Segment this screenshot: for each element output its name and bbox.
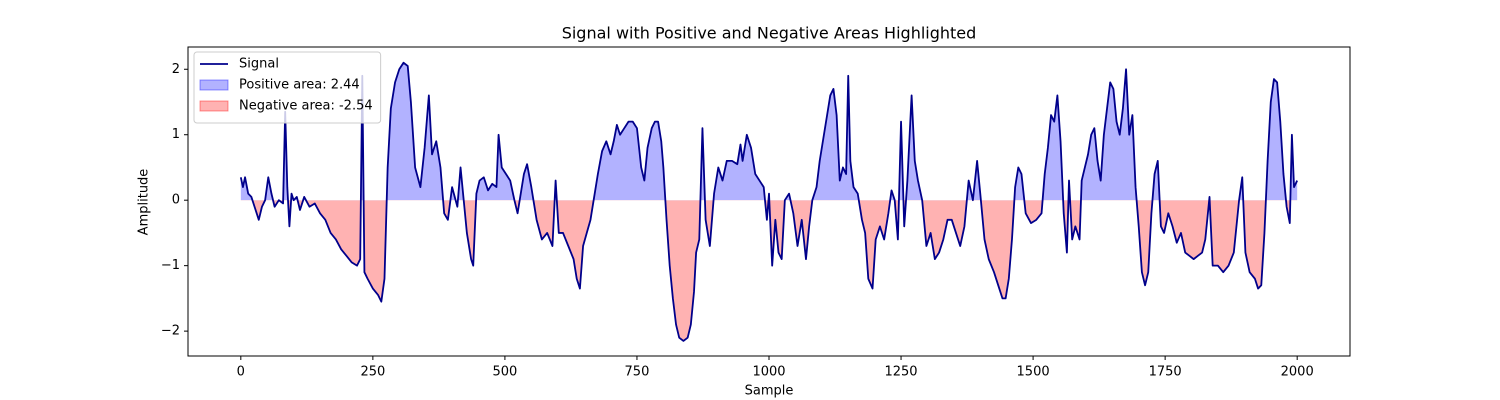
x-tick-label: 0: [237, 365, 245, 380]
y-tick-label: −1: [161, 258, 180, 273]
y-tick-label: 0: [172, 193, 180, 208]
legend: [193, 51, 382, 124]
x-tick-label: 1000: [752, 365, 785, 380]
x-tick-label: 500: [492, 365, 517, 380]
signal-line: [239, 61, 1298, 342]
y-tick-label: 2: [172, 62, 180, 77]
x-tick-label: 1750: [1149, 365, 1182, 380]
negative-area: [240, 200, 1298, 341]
x-tick-label: 2000: [1281, 365, 1314, 380]
y-axis-label: Amplitude: [137, 169, 152, 236]
y-tick-label: 1: [172, 127, 180, 142]
x-tick-label: 1250: [884, 365, 917, 380]
x-tick-label: 1500: [1017, 365, 1050, 380]
legend-label: Positive area: 2.44: [239, 78, 360, 93]
y-tick-label: −2: [161, 324, 180, 339]
legend-label: Negative area: -2.54: [239, 99, 373, 114]
x-axis-label: Sample: [745, 384, 794, 399]
x-tick-label: 750: [625, 365, 650, 380]
legend-swatch: [199, 100, 229, 112]
legend-label: Signal: [239, 57, 279, 72]
x-tick-label: 250: [360, 365, 385, 380]
chart-title: Signal with Positive and Negative Areas …: [562, 24, 977, 43]
legend-swatch: [199, 79, 229, 91]
